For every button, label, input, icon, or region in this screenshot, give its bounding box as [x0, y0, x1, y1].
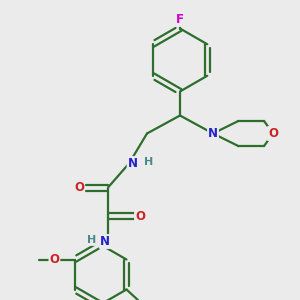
Text: O: O: [268, 127, 278, 140]
Text: N: N: [208, 127, 218, 140]
Text: O: O: [74, 181, 84, 194]
Text: H: H: [87, 235, 96, 245]
Text: N: N: [100, 235, 110, 248]
Text: O: O: [50, 253, 59, 266]
Text: N: N: [128, 157, 138, 170]
Text: O: O: [135, 209, 145, 223]
Text: H: H: [144, 157, 153, 167]
Text: F: F: [176, 13, 184, 26]
